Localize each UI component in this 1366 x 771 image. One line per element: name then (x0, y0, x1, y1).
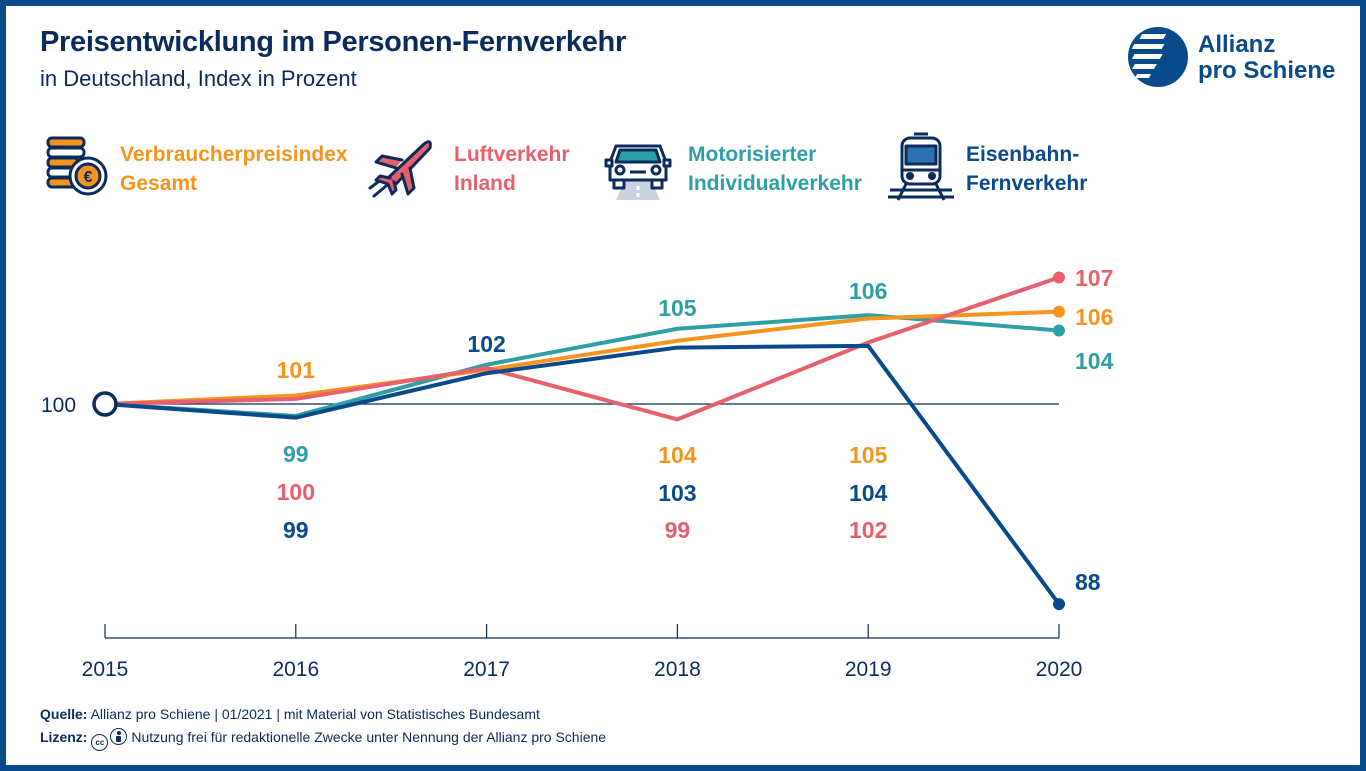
legend-item-verbraucherpreisindex: € Verbraucherpreisindex Gesamt (44, 130, 348, 207)
data-label: 100 (277, 479, 315, 505)
data-label: 104 (658, 442, 697, 468)
data-label: 101 (277, 357, 316, 383)
car-icon (604, 144, 672, 200)
logo-line-2: pro Schiene (1198, 57, 1336, 84)
x-tick-label: 2015 (82, 658, 129, 681)
series-line (103, 343, 1061, 607)
legend-item-motorisiert: Motorisierter Individualverkehr (602, 130, 862, 207)
source-label: Quelle: (40, 706, 88, 722)
source-text: Allianz pro Schiene | 01/2021 | mit Mate… (90, 706, 540, 722)
svg-text:€: € (84, 169, 93, 186)
baseline-label: 100 (41, 394, 76, 417)
legend-item-eisenbahn: Eisenbahn- Fernverkehr (886, 130, 1087, 207)
legend-label: Eisenbahn- Fernverkehr (966, 143, 1088, 195)
data-label: 99 (665, 517, 691, 543)
x-tick-label: 2017 (463, 658, 510, 681)
attribution-icon (110, 728, 128, 745)
x-tick-label: 2019 (845, 658, 892, 681)
data-label: 106 (1075, 304, 1113, 330)
x-tick-label: 2020 (1036, 658, 1083, 681)
logo-text: Allianz pro Schiene (1198, 32, 1335, 84)
series-end-point (1053, 305, 1065, 318)
data-label: 88 (1075, 569, 1101, 595)
series-line (103, 275, 1061, 422)
data-label: 104 (1075, 348, 1114, 374)
series-end-point (1053, 598, 1065, 611)
data-label: 102 (467, 331, 505, 357)
data-label: 107 (1075, 265, 1113, 291)
license-label: Lizenz: (40, 729, 88, 745)
data-label: 99 (283, 517, 309, 543)
data-label: 103 (658, 480, 696, 506)
airplane-icon (368, 140, 432, 198)
series-end-point (1053, 271, 1065, 284)
data-label: 99 (283, 441, 309, 467)
legend-label: Motorisierter Individualverkehr (688, 143, 862, 195)
data-label: 102 (849, 517, 887, 543)
creative-commons-icon: cc (91, 734, 109, 751)
license-text: Nutzung frei für redaktionelle Zwecke un… (131, 729, 607, 745)
x-tick-label: 2016 (272, 658, 319, 681)
data-label: 105 (658, 295, 697, 321)
x-tick-label: 2018 (654, 658, 701, 681)
series-end-point (1053, 324, 1065, 337)
data-label: 104 (849, 480, 888, 506)
chart-title: Preisentwicklung im Personen-Fernverkehr (40, 26, 626, 58)
chart-subtitle: in Deutschland, Index in Prozent (40, 66, 357, 91)
legend-label: Verbraucherpreisindex Gesamt (120, 143, 348, 195)
legend-label: Luftverkehr Inland (454, 143, 570, 195)
data-label: 105 (849, 442, 888, 468)
start-point (92, 391, 118, 417)
footer-source: Quelle: Allianz pro Schiene | 01/2021 | … (40, 706, 540, 722)
data-label: 106 (849, 278, 887, 304)
footer-license: Lizenz: cc Nutzung frei für redaktionelle… (40, 728, 606, 751)
train-icon (888, 132, 954, 201)
allianz-pro-schiene-logo-icon (1128, 27, 1188, 87)
legend-item-luftverkehr: Luftverkehr Inland (368, 130, 570, 207)
coins-euro-icon: € (46, 136, 108, 196)
line-chart: 100 2015 2016 2017 2018 2019 2020 101 99 100 99 102… (41, 265, 1114, 681)
series-line (103, 309, 1061, 406)
logo-line-1: Allianz (1198, 31, 1276, 58)
